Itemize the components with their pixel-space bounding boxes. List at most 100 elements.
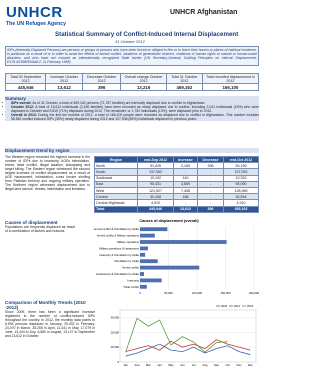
monthly-chart: 0 10,000 20,000 30,000 Jan Feb Mar Apr May Jun Jul… xyxy=(110,304,257,367)
y-tick-label: Armed conflict xyxy=(122,266,139,270)
bullet: October 2012: A total of 13,612 individu… xyxy=(11,105,259,113)
x-tick-label: May xyxy=(168,363,174,367)
y-tick-label: 10,000 xyxy=(110,345,119,349)
line xyxy=(125,317,228,353)
section-title: Comparison of Monthly Trends (2010 -2012… xyxy=(5,300,86,310)
y-tick-label: 0 xyxy=(117,360,119,364)
x-tick-label: 50,000 xyxy=(164,291,173,295)
y-tick-label: Intimidation by AGEs xyxy=(114,259,140,263)
agency: The UN Refugee Agency xyxy=(6,21,67,27)
monthly-section: Comparison of Monthly Trends (2010 -2012… xyxy=(5,300,95,338)
bar xyxy=(140,272,144,276)
definition: IDPs (Internally Displaced Persons) are … xyxy=(5,46,259,66)
y-tick-label: Military operations xyxy=(117,240,139,244)
section-title: Summary xyxy=(5,96,26,101)
logo-text: UNHCR xyxy=(6,4,63,21)
x-tick-label: 200,000 xyxy=(249,291,260,295)
section-title: Displacement trend by region xyxy=(5,148,70,153)
logo: UNHCR The UN Refugee Agency xyxy=(6,4,76,27)
y-tick-label: Insecurity & Intimidation by AGEs xyxy=(99,253,139,257)
table-cell: 445,946 xyxy=(137,205,174,213)
bullet-text: As of 31 October, a total of 459,162 per… xyxy=(32,101,206,105)
table-cell: 459,162 xyxy=(222,205,260,213)
title: Statistical Summary of Conflict-Induced … xyxy=(55,31,239,38)
y-tick-label: Military operations & Harassment xyxy=(99,246,139,250)
bullet-lead: Overall in 2012: xyxy=(11,113,37,117)
table-cell: 396 xyxy=(197,205,224,213)
bullet-text: During the first ten months of 2012, a t… xyxy=(11,113,259,121)
header-cell: Total 31 October 2012 xyxy=(165,72,203,85)
bar xyxy=(140,246,148,251)
y-tick-label: 30,000 xyxy=(110,315,119,319)
header-cell: Decrease October 2012 xyxy=(81,72,122,85)
chart-title: Causes of displacement (overall) xyxy=(139,219,199,223)
header-cell: Overall change October 2012 xyxy=(120,72,167,85)
table-cell: 13,612 xyxy=(172,205,199,213)
header-cell: Total recorded displacement in 2012 xyxy=(201,72,260,85)
bullet-lead: IDPs overall: xyxy=(11,101,32,105)
y-tick-label: Armed conflict & Intimidation by AGEs xyxy=(94,227,140,231)
bullet: Overall in 2012: During the first ten mo… xyxy=(11,113,259,121)
x-tick-label: Aug xyxy=(203,363,208,367)
x-tick-label: Jul xyxy=(192,363,196,367)
header-cell: Increase October 2012 xyxy=(45,72,83,85)
page: UNHCR The UN Refugee Agency UNHCR Afghan… xyxy=(0,0,264,373)
x-tick-label: Jun xyxy=(180,363,185,367)
value-cell: 13,612 xyxy=(45,83,83,92)
table-row: Central Highlands 4,910- -4,910 xyxy=(93,199,260,207)
bar xyxy=(140,233,155,238)
bullets: IDPs overall: As of 31 October, a total … xyxy=(5,101,259,121)
x-tick-label: Feb xyxy=(135,363,140,367)
bullet-text: A total of 13,612 individuals (2,430 fam… xyxy=(11,105,259,113)
legend-label: 2010 xyxy=(221,304,228,308)
bar xyxy=(140,240,227,244)
x-tick-label: Apr xyxy=(157,363,161,367)
x-tick-label: Sep xyxy=(214,363,219,367)
y-tick-label: Harassment & Intimidation by AGEs xyxy=(96,272,139,276)
office: UNHCR Afghanistan xyxy=(170,9,238,16)
summary-table: Total 30 September 2012 Increase October … xyxy=(4,72,260,92)
value-cell: 459,162 xyxy=(165,83,203,92)
value-cell: 445,946 xyxy=(4,83,47,92)
table-row: Total 445,946 13,612 396 459,162 xyxy=(93,205,260,213)
y-tick-label: 20,000 xyxy=(110,330,119,334)
value-cell: 166,100 xyxy=(201,83,260,92)
y-tick-label: Tribal conflict xyxy=(123,285,139,289)
bullet: IDPs overall: As of 31 October, a total … xyxy=(11,101,259,105)
bar xyxy=(140,227,168,232)
y-tick-label: Insecurity xyxy=(127,278,139,282)
legend-label: 2011 xyxy=(234,304,240,308)
x-tick-label: Mar xyxy=(146,363,151,367)
line xyxy=(125,343,251,357)
bar xyxy=(140,278,162,283)
header-cell: Total 30 September 2012 xyxy=(4,72,47,85)
x-tick-label: 0 xyxy=(139,291,141,295)
causes-section: Causes of displacement Populations are f… xyxy=(5,220,75,233)
causes-chart: Causes of displacement (overall) 0 50,000 1… xyxy=(94,219,260,295)
bullet-lead: October 2012: xyxy=(11,105,35,109)
header-row: Total 30 September 2012 Increase October … xyxy=(4,72,260,85)
monthly-text: Since 2009, there has been a significant… xyxy=(5,310,95,338)
section-title: Causes of displacement xyxy=(5,220,58,225)
trend-header: Displacement trend by region xyxy=(5,148,259,153)
x-tick-label: Oct xyxy=(225,363,230,367)
x-tick-label: Nov xyxy=(237,363,243,367)
plot-frame xyxy=(119,309,257,363)
bar xyxy=(140,284,147,289)
table-cell: Total xyxy=(93,205,139,213)
y-tick-label: Armed conflict & Military operations xyxy=(97,234,140,238)
date: 31 October 2012 xyxy=(115,39,145,44)
legend-label: 2012 xyxy=(247,304,254,308)
x-tick-label: 150,000 xyxy=(220,291,231,295)
bar xyxy=(140,259,158,264)
summary-section: Summary IDPs overall: As of 31 October, … xyxy=(5,96,259,121)
x-tick-label: Dec xyxy=(248,363,254,367)
region-table: Region end-Sep 2012 Increase Decrease end-Oc… xyxy=(93,155,260,213)
value-row: 445,946 13,612 396 13,216 459,162 166,100 xyxy=(4,83,260,92)
value-cell: 13,216 xyxy=(120,83,167,92)
trend-text: The Western region recorded the highest … xyxy=(5,155,90,191)
bar xyxy=(140,265,200,270)
line xyxy=(125,339,251,352)
bar xyxy=(140,252,146,257)
x-tick-label: Jan xyxy=(123,363,128,367)
